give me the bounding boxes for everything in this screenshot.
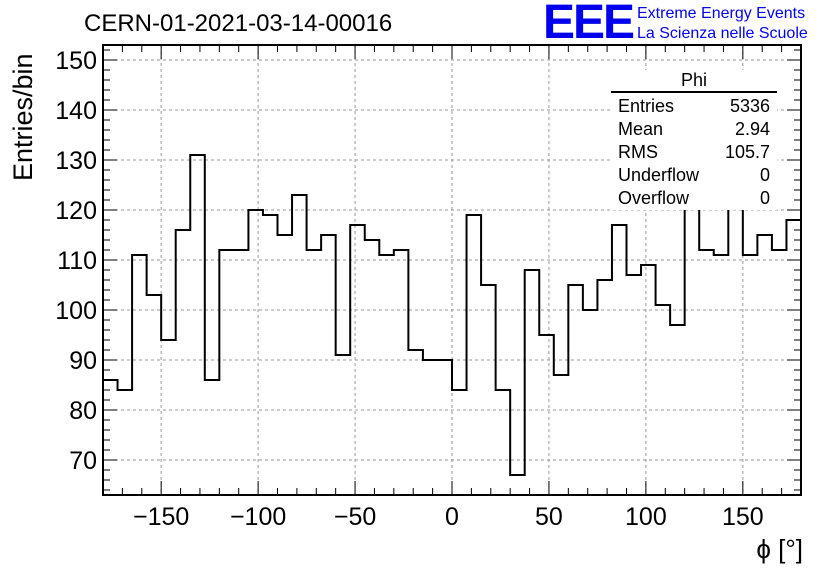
- y-tick-label: 140: [55, 97, 97, 125]
- y-tick-label: 100: [55, 297, 97, 325]
- x-tick-label: −50: [334, 503, 376, 531]
- chart-title: CERN-01-2021-03-14-00016: [84, 10, 393, 37]
- stats-label: RMS: [618, 142, 658, 162]
- stats-value: 5336: [729, 96, 770, 116]
- stats-row-entries: Entries 5336: [611, 95, 777, 118]
- stats-label: Entries: [618, 96, 675, 116]
- logo-subtitle-1: Extreme Energy Events: [637, 5, 806, 22]
- x-tick-label: 150: [722, 503, 764, 531]
- stats-row-rms: RMS 105.7: [611, 141, 777, 164]
- stats-row-mean: Mean 2.94: [611, 118, 777, 141]
- y-tick-label: 90: [69, 347, 97, 375]
- axis-ticks: [102, 45, 802, 495]
- y-tick-label: 130: [55, 147, 97, 175]
- x-tick-label: 0: [445, 503, 459, 531]
- y-tick-label: 110: [57, 247, 97, 275]
- stats-title: Phi: [611, 70, 777, 93]
- y-axis-label: Entries/bin: [8, 53, 38, 181]
- stats-label: Overflow: [618, 188, 690, 208]
- x-tick-label: −100: [230, 503, 286, 531]
- stats-value: 105.7: [724, 142, 770, 162]
- x-axis-label: ϕ [°]: [756, 534, 803, 564]
- stats-value: 0: [759, 188, 770, 208]
- stats-value: 2.94: [734, 119, 770, 139]
- x-tick-label: −150: [133, 503, 189, 531]
- y-tick-label: 80: [69, 397, 97, 425]
- stats-box: Phi Entries 5336 Mean 2.94 RMS 105.7 Und…: [611, 70, 777, 210]
- y-tick-label: 150: [55, 47, 97, 75]
- y-tick-label: 70: [69, 447, 97, 475]
- x-tick-label: 50: [535, 503, 563, 531]
- stats-value: 0: [759, 165, 770, 185]
- eee-logo: EEE: [543, 0, 635, 49]
- stats-row-overflow: Overflow 0: [611, 187, 777, 210]
- logo-subtitle-2: La Scienza nelle Scuole: [637, 25, 808, 42]
- axis-tick-labels: −150 −100 −50 0 50 100 150 70 80 90 100 110 120 130 14…: [55, 47, 763, 531]
- stats-row-underflow: Underflow 0: [611, 164, 777, 187]
- stats-label: Mean: [618, 119, 664, 139]
- x-tick-label: 100: [625, 503, 667, 531]
- y-tick-label: 120: [55, 197, 97, 225]
- stats-label: Underflow: [618, 165, 700, 185]
